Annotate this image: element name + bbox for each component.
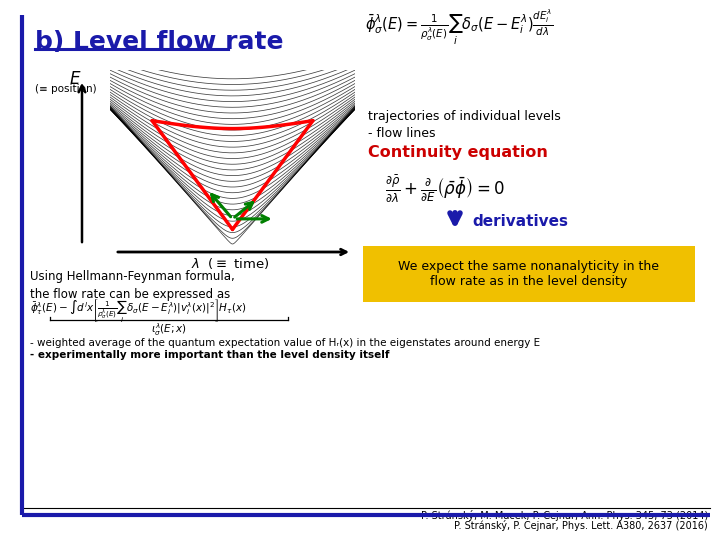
Text: We expect the same nonanalyticity in the
flow rate as in the level density: We expect the same nonanalyticity in the… [398, 260, 660, 288]
Text: (≡ position): (≡ position) [35, 84, 96, 94]
Text: derivatives: derivatives [472, 214, 568, 229]
Text: $\frac{\partial\bar{\rho}}{\partial\lambda} + \frac{\partial}{\partial E}\left(\: $\frac{\partial\bar{\rho}}{\partial\lamb… [385, 173, 505, 204]
FancyBboxPatch shape [363, 246, 695, 302]
Text: - weighted average of the quantum expectation value of Hᵣ(x) in the eigenstates : - weighted average of the quantum expect… [30, 338, 540, 348]
Text: $\iota_\sigma^\lambda(E;x)$: $\iota_\sigma^\lambda(E;x)$ [151, 321, 187, 338]
Text: Using Hellmann-Feynman formula,
the flow rate can be expressed as: Using Hellmann-Feynman formula, the flow… [30, 270, 235, 301]
Text: E: E [70, 70, 81, 88]
Text: $\bar{\phi}_\sigma^\lambda(E) = \frac{1}{\rho_\sigma^\lambda(E)}\sum_i \delta_\s: $\bar{\phi}_\sigma^\lambda(E) = \frac{1}… [365, 8, 553, 48]
Text: $\bar{\phi}_\tau^\lambda(E) - \int d^l x \left[\frac{1}{\rho_\sigma^\lambda(E)}\: $\bar{\phi}_\tau^\lambda(E) - \int d^l x… [30, 297, 247, 324]
Text: trajectories of individual levels
- flow lines: trajectories of individual levels - flow… [368, 110, 561, 140]
Text: P. Stránský, P. Cejnar, Phys. Lett. A380, 2637 (2016): P. Stránský, P. Cejnar, Phys. Lett. A380… [454, 520, 708, 531]
Text: - experimentally more important than the level density itself: - experimentally more important than the… [30, 350, 390, 360]
Text: b) Level flow rate: b) Level flow rate [35, 30, 284, 54]
Text: Continuity equation: Continuity equation [368, 145, 548, 160]
Text: P. Stránský, M. Macek, P. Cejnar, Ann. Phys. 345, 73 (2014): P. Stránský, M. Macek, P. Cejnar, Ann. P… [420, 510, 708, 521]
Text: $\frac{\partial^d\bar{\phi}}{\partial E^d} \sim -\frac{\bar{\phi}}{\bar{\rho}}\f: $\frac{\partial^d\bar{\phi}}{\partial E^… [370, 247, 456, 279]
Text: $\lambda$  ($\equiv$ time): $\lambda$ ($\equiv$ time) [191, 256, 269, 271]
